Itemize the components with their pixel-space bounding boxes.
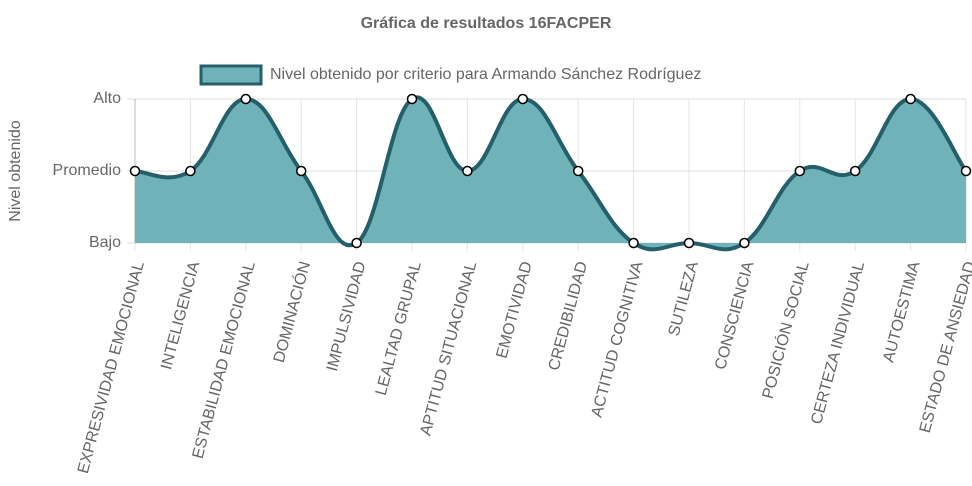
x-tick-label: ESTABILIDAD EMOCIONAL <box>190 260 259 461</box>
x-tick-label: AUTOESTIMA <box>880 259 923 364</box>
x-tick-label: EMOTIVIDAD <box>494 260 536 361</box>
x-tick-label: ACTITUD COGNITIVA <box>589 259 647 419</box>
point <box>406 93 418 105</box>
x-tick-label: APTITUD SITUACIONAL <box>417 260 480 438</box>
point <box>129 165 141 177</box>
point <box>240 93 252 105</box>
point <box>683 237 695 249</box>
point <box>739 237 750 249</box>
x-tick-label: IMPULSIVIDAD <box>324 260 370 373</box>
x-tick-label: INTELIGENCIA <box>158 259 203 371</box>
point <box>794 165 806 177</box>
point <box>628 237 639 249</box>
point <box>517 93 529 105</box>
y-tick-label: Alto <box>93 90 121 107</box>
point <box>960 165 972 177</box>
legend-swatch <box>199 64 263 86</box>
area <box>135 97 966 250</box>
line <box>134 95 968 252</box>
legend-label: Nivel obtenido por criterio para Armando… <box>270 66 701 83</box>
y-axis-title: Nivel obtenido <box>7 120 24 222</box>
point <box>185 165 196 177</box>
x-tick-label: DOMINACIÓN <box>269 259 314 364</box>
y-tick-label: Promedio <box>53 162 122 179</box>
x-tick-label: EXPRESIVIDAD EMOCIONAL <box>75 260 148 476</box>
x-tick-label: POSICIÓN SOCIAL <box>758 259 813 401</box>
point <box>849 165 861 177</box>
chart-title: Gráfica de resultados 16FACPER <box>361 15 612 32</box>
point <box>295 165 307 177</box>
point <box>905 93 916 105</box>
x-tick-label: CONSCIENCIA <box>712 259 757 371</box>
y-tick-label: Bajo <box>89 234 121 251</box>
point <box>462 165 473 177</box>
x-tick-label: CERTEZA INDIVIDUAL <box>808 260 868 427</box>
point <box>572 165 584 177</box>
x-tick-label: CREDIBILIDAD <box>546 260 591 373</box>
x-tick-label: LEALTAD GRUPAL <box>373 260 425 398</box>
point <box>351 237 362 249</box>
x-tick-label: SUTILEZA <box>666 259 702 338</box>
x-tick-label: ESTADO DE ANSIEDAD <box>917 260 972 435</box>
